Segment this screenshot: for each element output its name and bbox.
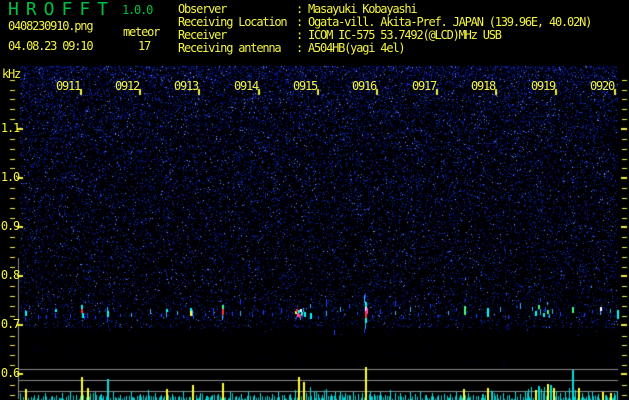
colon: :: [296, 28, 303, 42]
app-title: HROFFT: [8, 0, 116, 20]
colon: :: [296, 41, 303, 55]
observer-value: Masayuki Kobayashi: [308, 2, 418, 16]
y-tick-label: 0.9: [0, 219, 20, 233]
receiver-label: Receiver: [178, 28, 227, 42]
antenna-value: A504HB(yagi 4el): [308, 41, 406, 55]
x-tick-label: 0920: [589, 79, 615, 93]
y-tick-label: 1.0: [0, 170, 20, 184]
x-tick-label: 0918: [470, 79, 496, 93]
x-tick-label: 0911: [55, 79, 81, 93]
y-tick-label: 1.1: [0, 121, 20, 135]
receiver-value: ICOM IC-575 53.7492(@LCD)MHz USB: [308, 28, 502, 42]
y-tick-label: 0.7: [0, 317, 20, 331]
antenna-label: Receiving antenna: [178, 41, 282, 55]
location-label: Receiving Location: [178, 15, 288, 29]
colon: :: [296, 2, 303, 16]
output-filename: 0408230910.png: [8, 19, 94, 33]
x-tick-label: 0914: [233, 79, 259, 93]
x-tick-label: 0915: [292, 79, 318, 93]
x-tick-label: 0916: [351, 79, 377, 93]
observer-row: Observer: Masayuki Kobayashi: [178, 2, 418, 16]
app-version: 1.0.0: [122, 3, 153, 17]
antenna-row: Receiving antenna: A504HB(yagi 4el): [178, 41, 406, 55]
x-tick-label: 0912: [114, 79, 140, 93]
location-value: Ogata-vill. Akita-Pref. JAPAN (139.96E, …: [308, 15, 592, 29]
y-axis-unit-label: kHz: [2, 67, 21, 81]
x-tick-label: 0913: [173, 79, 199, 93]
mode-label: meteor: [123, 25, 160, 39]
y-tick-label: 0.6: [0, 366, 20, 380]
receiver-row: Receiver: ICOM IC-575 53.7492(@LCD)MHz US…: [178, 28, 502, 42]
datetime-label: 04.08.23 09:10: [8, 39, 94, 53]
colon: :: [296, 15, 303, 29]
meteor-count: 17: [138, 39, 151, 53]
x-tick-label: 0917: [411, 79, 437, 93]
location-row: Receiving Location: Ogata-vill. Akita-Pre…: [178, 15, 592, 29]
observer-label: Observer: [178, 2, 227, 16]
x-tick-label: 0919: [530, 79, 556, 93]
y-tick-label: 0.8: [0, 268, 20, 282]
